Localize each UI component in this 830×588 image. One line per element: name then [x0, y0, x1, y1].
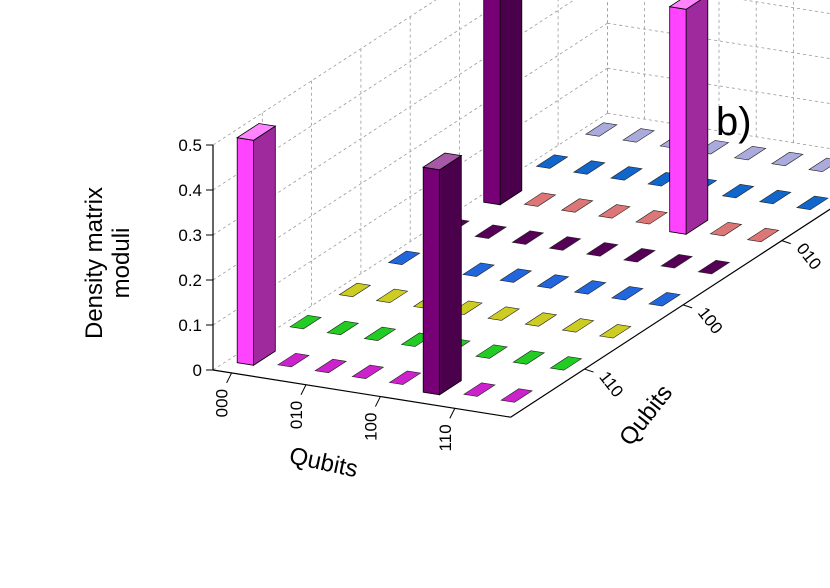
matrix-tile	[808, 157, 830, 173]
y-tick-mark	[682, 304, 693, 309]
z-axis-label-line2: moduli	[108, 228, 135, 299]
panel-label: b)	[716, 100, 752, 144]
matrix-tile	[572, 160, 606, 175]
bar-face-front	[499, 0, 523, 206]
matrix-tile	[535, 154, 569, 169]
y-tick-label: 110	[595, 368, 627, 401]
matrix-tile	[585, 242, 619, 257]
z-tick-label: 0.1	[178, 316, 202, 335]
matrix-tile	[758, 189, 792, 205]
z-tick-label: 0.4	[178, 181, 202, 200]
matrix-tile	[512, 350, 546, 365]
matrix-tile	[511, 230, 545, 245]
x-tick-label: 000	[213, 389, 232, 417]
matrix-tile	[610, 286, 644, 301]
density-bar	[422, 152, 463, 396]
matrix-tile	[796, 195, 829, 211]
matrix-tile	[709, 221, 743, 237]
x-axis-line	[212, 369, 511, 418]
x-ticks: 000 010 100 110	[213, 372, 456, 451]
matrix-tile	[338, 282, 372, 298]
matrix-tile	[523, 192, 557, 207]
bar-face-side	[236, 137, 255, 366]
matrix-tile	[560, 198, 594, 213]
bar-face-front	[439, 154, 462, 396]
bar-face-side	[669, 6, 687, 235]
matrix-tile	[487, 306, 521, 321]
matrix-tile	[648, 292, 681, 307]
bar-face-front	[253, 125, 276, 367]
matrix-tile	[475, 344, 508, 359]
matrix-tile	[721, 183, 755, 199]
matrix-tile	[548, 236, 582, 251]
tiles-layer	[239, 122, 830, 403]
y-tick-label: 010	[793, 239, 825, 273]
z-tick-label: 0.2	[178, 271, 202, 290]
matrix-tile	[660, 254, 694, 269]
z-ticks: 0 0.1 0.2 0.3 0.4 0.5	[178, 136, 213, 380]
matrix-tile	[584, 122, 618, 137]
matrix-tile	[363, 326, 397, 342]
matrix-tile	[622, 128, 655, 143]
matrix-tile	[733, 145, 767, 161]
matrix-tile	[387, 250, 421, 266]
bar-face-side	[422, 166, 441, 396]
y-axis-line	[510, 208, 830, 418]
matrix-tile	[375, 288, 409, 304]
x-tick-mark	[226, 372, 233, 384]
y-tick-mark	[781, 240, 791, 245]
bar-face-top	[422, 152, 463, 171]
x-tick-mark	[374, 396, 381, 407]
matrix-tile	[326, 320, 360, 336]
matrix-tile	[697, 259, 731, 275]
z-tick-label: 0.5	[178, 136, 202, 155]
matrix-tile	[598, 324, 632, 339]
x-axis-label: Qubits	[287, 442, 360, 483]
matrix-tile	[474, 224, 508, 239]
grid-line-side	[742, 0, 830, 14]
matrix-tile	[463, 382, 496, 397]
matrix-tile	[623, 248, 656, 263]
matrix-tile	[610, 166, 643, 181]
grid-line-back	[212, 0, 575, 236]
z-tick-label: 0	[193, 361, 202, 380]
matrix-tile	[388, 370, 422, 385]
matrix-tile	[561, 318, 595, 333]
bar-face-top	[236, 123, 277, 141]
x-tick-mark	[300, 384, 307, 395]
matrix-tile	[746, 227, 780, 243]
matrix-tile	[289, 314, 322, 330]
x-tick-label: 100	[361, 413, 380, 441]
density-bar	[236, 123, 277, 367]
y-tick-mark	[584, 368, 594, 373]
matrix-tile	[314, 358, 348, 374]
matrix-tile	[351, 364, 385, 380]
x-tick-mark	[449, 408, 456, 419]
bar-face-top	[668, 0, 702, 10]
matrix-tile	[277, 352, 310, 368]
z-tick-label: 0.3	[178, 226, 202, 245]
matrix-tile	[635, 210, 668, 225]
grid-line-back	[212, 0, 437, 146]
x-tick-label: 010	[287, 401, 306, 429]
y-tick-label: 100	[694, 304, 726, 338]
matrix-tile	[573, 280, 607, 295]
x-tick-label: 110	[436, 424, 455, 451]
matrix-tile	[462, 262, 495, 277]
bar-face-side	[483, 0, 501, 206]
density-bar	[483, 0, 523, 206]
bar-face-front	[685, 0, 709, 236]
matrix-tile	[549, 356, 583, 371]
matrix-tile	[536, 274, 570, 289]
matrix-tile	[597, 204, 631, 219]
z-axis-label-line1: Density matrix	[81, 187, 108, 339]
matrix-tile	[499, 268, 533, 283]
matrix-tile	[770, 151, 804, 167]
matrix-tile	[500, 388, 534, 403]
density-bar	[668, 0, 709, 236]
matrix-tile	[524, 312, 558, 327]
bars-layer	[236, 0, 709, 396]
